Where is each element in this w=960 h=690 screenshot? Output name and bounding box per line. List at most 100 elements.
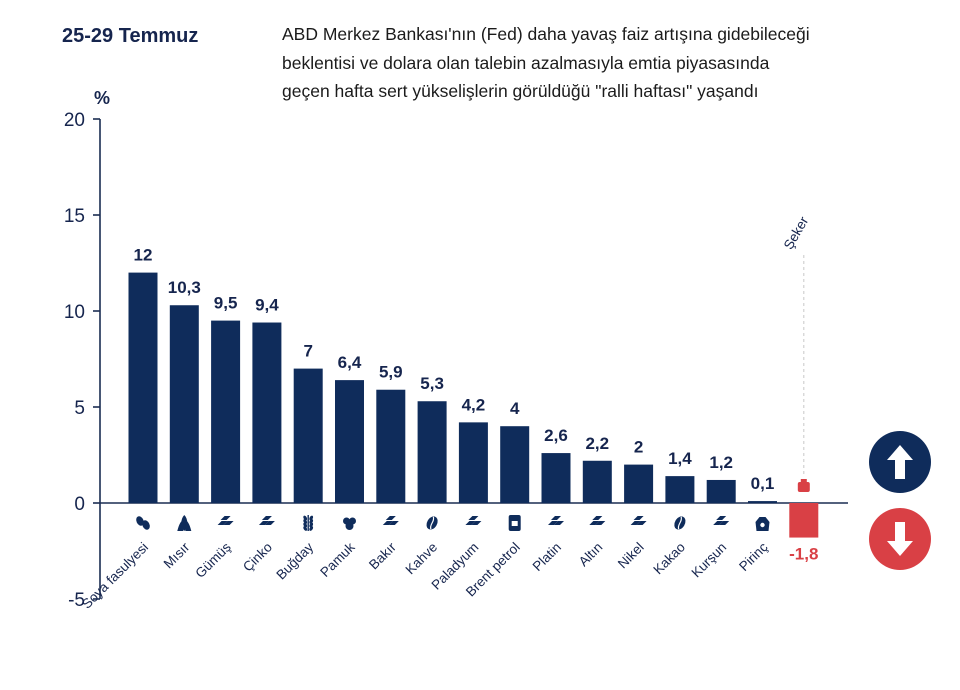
corn-icon [177, 515, 192, 531]
barrel-label [511, 521, 518, 526]
category-label: Kurşun [688, 540, 729, 581]
bar-1 [169, 305, 199, 503]
ingot-shape [220, 516, 231, 520]
ingot-shape [595, 521, 606, 525]
ingot-shape [223, 521, 234, 525]
metal-ingot-icon [465, 516, 482, 525]
metal-ingot-icon [713, 516, 730, 525]
value-label: 9,5 [214, 294, 238, 313]
ingot-shape [388, 521, 399, 525]
value-label: 2,6 [544, 426, 568, 445]
cocoa-bean-icon [674, 516, 686, 530]
soybean-shape [142, 520, 150, 530]
soybean-shape [136, 516, 144, 526]
value-label: 12 [134, 246, 153, 265]
y-tick-label: -5 [68, 590, 85, 611]
bar-10 [541, 453, 571, 503]
ingot-shape [264, 521, 275, 525]
metal-ingot-icon [258, 516, 275, 525]
sugar-bowl-lid [800, 479, 807, 482]
metal-ingot-icon [589, 516, 606, 525]
ingot-shape [719, 521, 730, 525]
metal-ingot-icon [548, 516, 564, 525]
category-label: Nikel [615, 540, 647, 572]
ingot-shape [551, 516, 561, 520]
value-label: 4,2 [462, 395, 486, 414]
bar-0 [128, 272, 158, 503]
cotton-shape [345, 522, 354, 530]
value-label: 2 [634, 438, 643, 457]
value-label: 6,4 [338, 353, 362, 372]
value-label: 4 [510, 399, 520, 418]
category-label: Altın [576, 540, 606, 570]
bar-6 [376, 389, 406, 503]
value-label: 0,1 [751, 474, 775, 493]
wheat-icon [303, 515, 314, 531]
y-axis-unit-label: % [94, 88, 110, 108]
category-label: Platin [530, 540, 564, 574]
wheat-grain [303, 526, 308, 531]
bar-13 [665, 476, 695, 503]
bar-9 [500, 426, 530, 503]
chart-subtitle: ABD Merkez Bankası'nın (Fed) daha yavaş … [282, 20, 882, 106]
value-label: 5,3 [420, 374, 444, 393]
ingot-shape [630, 521, 641, 525]
y-tick-label: 15 [64, 206, 85, 227]
sack-mark [760, 522, 765, 528]
fall-indicator [869, 508, 931, 570]
arrow-down-icon [887, 522, 913, 556]
y-tick-label: 20 [64, 110, 85, 131]
category-label: Mısır [161, 539, 193, 571]
y-tick-label: 5 [74, 398, 85, 419]
metal-ingot-icon [382, 516, 399, 525]
ingot-shape [261, 516, 272, 520]
category-label: Gümüş [192, 539, 234, 581]
bean-line [429, 516, 435, 530]
ingot-shape [382, 521, 393, 525]
ingot-shape [633, 516, 644, 520]
value-label: 1,2 [709, 453, 733, 472]
oil-barrel-icon [508, 515, 521, 531]
sugar-bowl-shape [797, 482, 810, 492]
bar-7 [417, 401, 447, 503]
bar-2 [211, 320, 241, 503]
value-label: -1,8 [789, 545, 818, 564]
ingot-shape [548, 521, 558, 525]
value-label: 1,4 [668, 449, 692, 468]
category-label: Kakao [650, 540, 688, 578]
value-label: 2,2 [585, 434, 609, 453]
date-range-title: 25-29 Temmuz [62, 25, 199, 47]
bar-15 [748, 501, 777, 503]
ingot-shape [471, 521, 482, 525]
category-label: Kahve [403, 540, 441, 578]
y-tick-label: 10 [64, 302, 85, 323]
soybean-icon [136, 516, 150, 530]
value-label: 5,9 [379, 363, 403, 382]
ingot-shape [554, 521, 564, 525]
value-label: 9,4 [255, 296, 279, 315]
category-label: Buğday [273, 539, 316, 582]
bar-5 [335, 380, 364, 503]
ingot-shape [713, 521, 724, 525]
bar-16 [789, 503, 819, 538]
bean-line [677, 516, 683, 530]
value-label: 10,3 [168, 278, 201, 297]
ingot-shape [258, 521, 269, 525]
coffee-bean-icon [426, 516, 438, 530]
subtitle-line-3: geçen hafta sert yükselişlerin görüldüğü… [282, 81, 759, 101]
rice-sack-icon [755, 517, 770, 531]
wheat-grain [309, 526, 314, 531]
corn-leaf-shape [177, 520, 192, 531]
cotton-icon [343, 517, 356, 530]
value-label: 7 [303, 342, 312, 361]
bar-3 [252, 322, 282, 503]
category-label: Soya fasulyesi [79, 540, 151, 612]
bar-14 [706, 479, 736, 503]
category-label: Pirinç [736, 539, 771, 574]
ingot-shape [468, 516, 479, 520]
bar-11 [582, 460, 612, 503]
ingot-shape [589, 521, 600, 525]
metal-ingot-icon [217, 516, 234, 525]
ingot-shape [465, 521, 476, 525]
